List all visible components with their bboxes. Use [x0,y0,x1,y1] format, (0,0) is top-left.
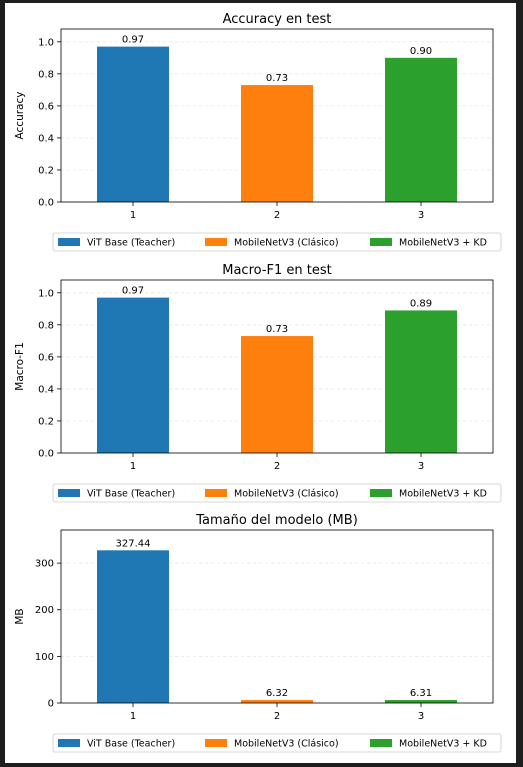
data-label: 6.31 [410,688,432,699]
legend-swatch [370,489,392,497]
legend-entry: MobileNetV3 (Clásico) [234,238,339,249]
legend-entry: ViT Base (Teacher) [87,739,175,750]
x-tick-label: 3 [418,711,424,722]
legend-swatch [370,739,392,747]
x-tick-label: 3 [418,461,424,472]
chart-1: 0.97 1 0.73 2 0.90 3 0.0 0.2 0.4 0.6 0.8 1.0 Accurac… [14,12,502,252]
axes-frame [60,529,494,704]
data-label: 0.73 [266,324,288,335]
y-tick-label: 0.0 [38,449,54,460]
figure: 0.97 1 0.73 2 0.90 3 0.0 0.2 0.4 0.6 0.8 1.0 Accurac… [5,3,516,763]
x-tick-label: 2 [274,461,280,472]
legend-box [52,483,502,503]
y-axis-label: Accuracy [14,92,26,140]
legend-swatch [58,238,80,246]
legend-swatch [205,489,227,497]
legend-swatch [205,739,227,747]
y-tick-label: 0.4 [38,384,54,395]
axes-frame [60,279,494,454]
legend-entry: MobileNetV3 + KD [399,489,487,500]
x-tick-label: 2 [274,711,280,722]
bar-3 [385,310,457,453]
y-tick-label: 0.8 [38,69,54,80]
legend-entry: ViT Base (Teacher) [87,489,175,500]
chart-title: Macro-F1 en test [222,263,332,278]
y-tick-label: 0.8 [38,320,54,331]
legend-swatch [58,739,80,747]
y-tick-label: 0.6 [38,352,54,363]
bar-2 [241,700,313,703]
bar-1 [97,550,169,703]
y-tick-label: 1.0 [38,288,54,299]
bar-1 [97,297,169,453]
x-tick-label: 2 [274,210,280,221]
chart-2: 0.97 1 0.73 2 0.89 3 0.0 0.2 0.4 0.6 0.8 1.0 Macro-F… [14,263,502,503]
y-axis-label: MB [14,608,26,624]
legend-entry: MobileNetV3 (Clásico) [234,739,339,750]
x-tick-label: 1 [130,210,136,221]
legend-entry: MobileNetV3 (Clásico) [234,489,339,500]
axes-frame [60,28,494,203]
y-tick-label: 100 [35,652,54,663]
bar-3 [385,57,457,203]
legend-entry: MobileNetV3 + KD [399,739,487,750]
y-tick-label: 0.6 [38,101,54,112]
y-tick-label: 1.0 [38,37,54,48]
x-tick-label: 3 [418,210,424,221]
data-label: 0.90 [410,46,432,57]
bar-3 [385,700,457,703]
y-tick-label: 0.4 [38,133,54,144]
y-tick-label: 0.0 [38,198,54,209]
y-tick-label: 0 [48,699,54,710]
y-tick-label: 200 [35,605,54,616]
data-label: 0.73 [266,73,288,84]
data-label: 6.32 [266,688,288,699]
data-label: 0.97 [122,35,144,46]
chart-title: Accuracy en test [223,12,332,27]
bar-1 [97,46,169,203]
y-tick-label: 0.2 [38,165,54,176]
legend-box [52,232,502,252]
legend: ViT Base (Teacher) MobileNetV3 (Clásico) M… [52,483,502,503]
data-label: 0.89 [410,298,432,309]
x-tick-label: 1 [130,711,136,722]
legend: ViT Base (Teacher) MobileNetV3 (Clásico) M… [52,733,502,753]
legend-entry: ViT Base (Teacher) [87,238,175,249]
legend-swatch [58,489,80,497]
chart-title: Tamaño del modelo (MB) [195,513,358,528]
chart-3: 327.44 1 6.32 2 6.31 3 0 100 200 300 Tamaño del mo… [14,513,502,753]
legend-swatch [370,238,392,246]
y-axis-label: Macro-F1 [14,342,26,390]
legend-box [52,733,502,753]
legend: ViT Base (Teacher) MobileNetV3 (Clásico) M… [52,232,502,252]
bar-2 [241,85,313,202]
figure-canvas: 0.97 1 0.73 2 0.90 3 0.0 0.2 0.4 0.6 0.8 1.0 Accurac… [14,12,502,753]
x-tick-label: 1 [130,461,136,472]
data-label: 327.44 [116,538,151,549]
legend-swatch [205,238,227,246]
y-tick-label: 0.2 [38,416,54,427]
legend-entry: MobileNetV3 + KD [399,238,487,249]
data-label: 0.97 [122,286,144,297]
y-tick-label: 300 [35,559,54,570]
bar-2 [241,336,313,453]
